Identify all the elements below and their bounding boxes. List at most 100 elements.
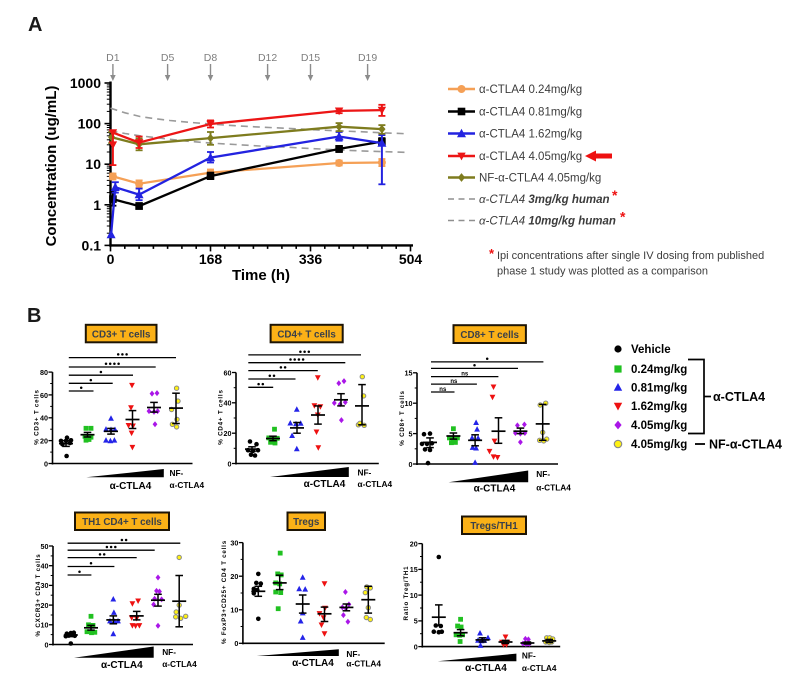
svg-text:% CD4+ T cells: % CD4+ T cells (218, 389, 225, 444)
svg-text:20: 20 (41, 601, 49, 610)
svg-text:% CXCR3+ CD4 T cells: % CXCR3+ CD4 T cells (35, 554, 42, 637)
svg-text:20: 20 (410, 539, 418, 548)
svg-text:0.24mg/kg: 0.24mg/kg (631, 364, 687, 376)
svg-text:D15: D15 (301, 52, 320, 64)
svg-text:0: 0 (45, 640, 49, 649)
svg-text:336: 336 (299, 251, 323, 267)
svg-text:Vehicle: Vehicle (631, 344, 671, 356)
svg-text:5: 5 (414, 617, 418, 626)
svg-text:80: 80 (40, 368, 48, 377)
svg-text:30: 30 (41, 581, 49, 590)
svg-text:10: 10 (85, 156, 101, 172)
svg-text:Tregs/TH1: Tregs/TH1 (470, 521, 518, 532)
svg-text:10: 10 (230, 606, 238, 615)
svg-text:D5: D5 (161, 52, 175, 64)
svg-text:10: 10 (410, 591, 418, 600)
svg-text:4.05mg/kg: 4.05mg/kg (631, 439, 687, 451)
svg-text:1000: 1000 (70, 75, 101, 91)
svg-text:60: 60 (40, 391, 48, 400)
svg-text:NF-: NF- (358, 468, 372, 478)
svg-text:α-CTLA4: α-CTLA4 (162, 659, 197, 669)
svg-text:60: 60 (224, 368, 232, 377)
svg-text:α-CTLA4: α-CTLA4 (292, 658, 334, 669)
svg-text:*: * (620, 209, 626, 225)
svg-text:A: A (28, 14, 42, 36)
svg-text:NF-: NF- (536, 469, 550, 479)
svg-text:α-CTLA4 0.24mg/kg: α-CTLA4 0.24mg/kg (479, 84, 582, 96)
svg-text:1: 1 (93, 197, 101, 213)
svg-text:CD3+ T cells: CD3+ T cells (92, 330, 151, 341)
svg-text:α-CTLA4 4.05mg/kg: α-CTLA4 4.05mg/kg (479, 151, 582, 163)
svg-text:30: 30 (230, 538, 238, 547)
svg-text:Ipi concentrations after singl: Ipi concentrations after single IV dosin… (497, 250, 764, 262)
svg-text:40: 40 (40, 414, 48, 423)
svg-text:D12: D12 (258, 52, 277, 64)
svg-text:D1: D1 (106, 52, 120, 64)
svg-text:0.1: 0.1 (82, 237, 102, 253)
svg-text:NF-: NF- (162, 647, 176, 657)
svg-text:Concentration (ug/mL): Concentration (ug/mL) (43, 86, 60, 247)
svg-text:10: 10 (405, 399, 413, 408)
svg-text:α-CTLA4: α-CTLA4 (713, 390, 765, 404)
svg-text:α-CTLA4: α-CTLA4 (110, 481, 152, 492)
svg-text:50: 50 (41, 542, 49, 551)
svg-text:% FoxP3+CD25+ CD4 T cells: % FoxP3+CD25+ CD4 T cells (221, 540, 228, 644)
svg-text:D8: D8 (204, 52, 218, 64)
svg-text:0: 0 (107, 251, 115, 267)
svg-text:0.81mg/kg: 0.81mg/kg (631, 383, 687, 395)
svg-text:α-CTLA4 1.62mg/kg: α-CTLA4 1.62mg/kg (479, 129, 582, 141)
svg-text:15: 15 (410, 565, 418, 574)
svg-text:1.62mg/kg: 1.62mg/kg (631, 401, 687, 413)
svg-text:α-CTLA4: α-CTLA4 (170, 480, 205, 490)
svg-text:0: 0 (409, 460, 413, 469)
svg-text:0: 0 (228, 459, 232, 468)
svg-text:0: 0 (44, 459, 48, 468)
svg-text:ns: ns (450, 379, 458, 385)
svg-text:NF-α-CTLA4 4.05mg/kg: NF-α-CTLA4 4.05mg/kg (479, 173, 601, 185)
svg-text:α-CTLA4: α-CTLA4 (522, 663, 557, 673)
svg-text:100: 100 (78, 116, 102, 132)
svg-text:α-CTLA4: α-CTLA4 (358, 479, 393, 489)
svg-text:168: 168 (199, 251, 223, 267)
svg-text:Tregs: Tregs (293, 517, 320, 528)
svg-text:*: * (612, 187, 618, 203)
svg-text:α-CTLA4: α-CTLA4 (536, 483, 571, 493)
svg-text:NF-: NF- (346, 649, 360, 659)
svg-text:α-CTLA4: α-CTLA4 (474, 484, 516, 495)
svg-text:20: 20 (40, 436, 48, 445)
svg-text:CD8+ T cells: CD8+ T cells (460, 330, 519, 341)
svg-text:4.05mg/kg: 4.05mg/kg (631, 420, 687, 432)
svg-text:ns: ns (439, 387, 447, 393)
svg-text:0: 0 (414, 642, 418, 651)
svg-text:% CD8+ T cells: % CD8+ T cells (399, 390, 406, 445)
svg-text:40: 40 (224, 399, 232, 408)
svg-text:CD4+ T cells: CD4+ T cells (277, 330, 336, 341)
svg-text:*: * (489, 246, 495, 261)
svg-text:20: 20 (224, 429, 232, 438)
svg-text:10: 10 (41, 621, 49, 630)
svg-text:40: 40 (41, 562, 49, 571)
svg-text:Ratio Treg/TH1: Ratio Treg/TH1 (403, 566, 410, 621)
svg-text:504: 504 (399, 251, 423, 267)
svg-text:phase 1 study was plotted as a: phase 1 study was plotted as a compariso… (497, 266, 708, 278)
svg-text:α-CTLA4: α-CTLA4 (304, 479, 346, 490)
svg-text:Time (h): Time (h) (232, 267, 290, 284)
svg-text:15: 15 (405, 369, 413, 378)
svg-text:NF-: NF- (170, 468, 184, 478)
svg-text:ns: ns (461, 372, 469, 378)
svg-text:NF-: NF- (522, 651, 536, 661)
svg-text:B: B (27, 305, 41, 327)
svg-text:α-CTLA4: α-CTLA4 (465, 663, 507, 674)
svg-text:α-CTLA4 10mg/kg human: α-CTLA4 10mg/kg human (479, 216, 616, 228)
svg-text:α-CTLA4 3mg/kg human: α-CTLA4 3mg/kg human (479, 194, 610, 206)
svg-text:α-CTLA4: α-CTLA4 (346, 659, 381, 669)
svg-text:0: 0 (234, 639, 238, 648)
svg-text:D19: D19 (358, 52, 377, 64)
svg-text:TH1 CD4+ T cells: TH1 CD4+ T cells (82, 517, 162, 528)
svg-text:20: 20 (230, 572, 238, 581)
svg-text:α-CTLA4: α-CTLA4 (101, 660, 143, 671)
svg-text:% CD3+ T cells: % CD3+ T cells (34, 389, 41, 444)
svg-text:NF-α-CTLA4: NF-α-CTLA4 (709, 438, 782, 452)
svg-text:α-CTLA4 0.81mg/kg: α-CTLA4 0.81mg/kg (479, 107, 582, 119)
svg-text:5: 5 (409, 429, 413, 438)
